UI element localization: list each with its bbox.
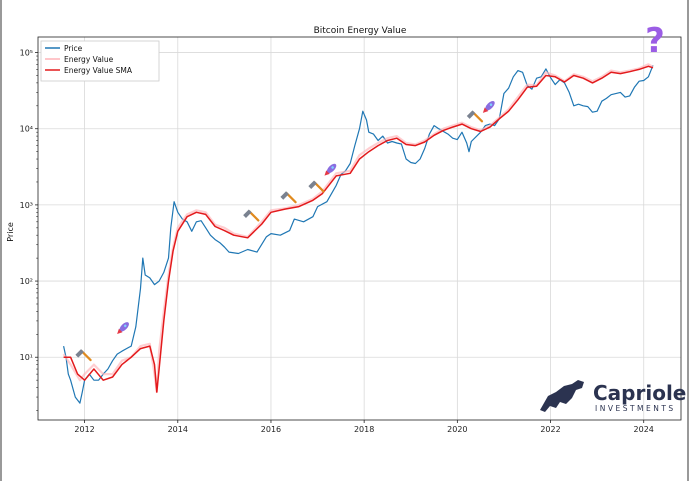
hammer-head: [466, 110, 476, 119]
y-tick-label: 10³: [20, 201, 33, 210]
rocket-flame: [117, 328, 123, 334]
x-tick-label: 2022: [540, 425, 560, 434]
hammer-head: [280, 191, 289, 200]
x-tick-label: 2024: [634, 425, 654, 434]
series-layer: [62, 63, 654, 404]
x-tick-label: 2020: [447, 425, 467, 434]
y-tick-label: 10¹: [20, 353, 33, 362]
brand-name: Capriole: [593, 381, 686, 405]
legend-box: [40, 40, 160, 82]
hammer-icon: [243, 209, 260, 222]
rocket-window: [123, 324, 127, 328]
rocket-flame: [482, 107, 489, 113]
rocket-window: [331, 166, 334, 169]
legend-label-energy-value-sma: Energy Value SMA: [64, 66, 133, 75]
grid: [38, 37, 681, 420]
y-tick-label: 10⁴: [20, 125, 33, 134]
hammer-icon: [75, 349, 92, 362]
x-tick-label: 2014: [168, 425, 188, 434]
x-tick-label: 2018: [354, 425, 374, 434]
rocket-body: [485, 101, 495, 111]
y-axis-label: Price: [6, 222, 15, 242]
x-tick-label: 2016: [261, 425, 281, 434]
hammer-head: [243, 209, 252, 218]
y-tick-label: 10⁵: [20, 49, 33, 58]
rocket-window: [489, 103, 493, 107]
hammer-head: [308, 180, 317, 189]
rocket-icon: [324, 163, 337, 176]
hammer-icon: [466, 110, 484, 123]
question-mark-annotation: ?: [645, 21, 665, 61]
marker-layer: [75, 101, 495, 362]
rocket-body: [326, 163, 337, 174]
rocket-body: [119, 322, 129, 332]
hammer-head: [75, 349, 84, 358]
y-tick-label: 10²: [20, 277, 33, 286]
x-tick-label: 2012: [74, 425, 94, 434]
series-line-energy-value: [62, 63, 654, 394]
axes: 2012 2014 2016 2018 2020 2022 2024 10¹ 10² 10³ 10⁴…: [20, 36, 682, 434]
series-line-price: [63, 65, 654, 404]
brand-subtitle: INVESTMENTS: [595, 404, 676, 413]
chart-title: Bitcoin Energy Value: [314, 26, 407, 36]
horse-icon: [540, 380, 584, 412]
hammer-icon: [280, 191, 297, 204]
plot-frame: [37, 36, 682, 421]
legend: Price Energy Value Energy Value SMA: [40, 40, 160, 82]
legend-label-price: Price: [64, 44, 83, 53]
capriole-logo: Capriole INVESTMENTS: [540, 380, 686, 413]
hammer-icon: [308, 180, 325, 193]
rocket-icon: [117, 322, 129, 334]
legend-label-energy-value: Energy Value: [64, 55, 114, 64]
series-line-energy-value-sma: [63, 65, 654, 393]
rocket-flame: [324, 170, 330, 176]
rocket-icon: [482, 101, 495, 113]
